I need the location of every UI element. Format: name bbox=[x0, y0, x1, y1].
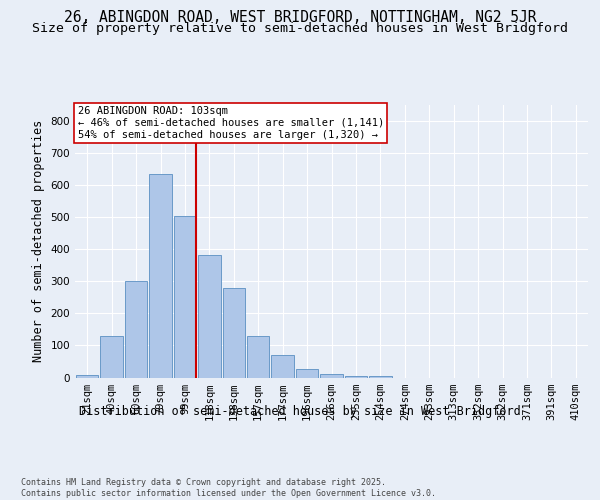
Bar bbox=[223, 288, 245, 378]
Bar bbox=[100, 336, 123, 378]
Bar bbox=[247, 336, 269, 378]
Bar bbox=[173, 216, 196, 378]
Text: 26, ABINGDON ROAD, WEST BRIDGFORD, NOTTINGHAM, NG2 5JR: 26, ABINGDON ROAD, WEST BRIDGFORD, NOTTI… bbox=[64, 10, 536, 25]
Text: 26 ABINGDON ROAD: 103sqm
← 46% of semi-detached houses are smaller (1,141)
54% o: 26 ABINGDON ROAD: 103sqm ← 46% of semi-d… bbox=[77, 106, 384, 140]
Bar bbox=[198, 254, 221, 378]
Text: Size of property relative to semi-detached houses in West Bridgford: Size of property relative to semi-detach… bbox=[32, 22, 568, 35]
Bar bbox=[149, 174, 172, 378]
Bar bbox=[369, 376, 392, 378]
Text: Distribution of semi-detached houses by size in West Bridgford: Distribution of semi-detached houses by … bbox=[79, 405, 521, 418]
Bar bbox=[344, 376, 367, 378]
Bar bbox=[125, 280, 148, 378]
Bar bbox=[296, 370, 319, 378]
Bar bbox=[271, 355, 294, 378]
Text: Contains HM Land Registry data © Crown copyright and database right 2025.
Contai: Contains HM Land Registry data © Crown c… bbox=[21, 478, 436, 498]
Y-axis label: Number of semi-detached properties: Number of semi-detached properties bbox=[32, 120, 45, 362]
Bar bbox=[320, 374, 343, 378]
Bar bbox=[76, 375, 98, 378]
